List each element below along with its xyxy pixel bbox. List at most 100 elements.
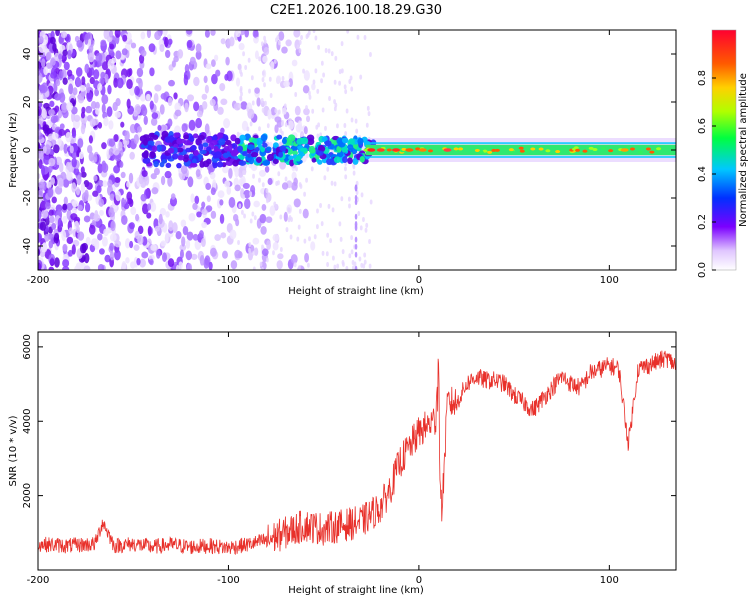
spectrogram-noise-cell bbox=[57, 177, 64, 189]
spectrogram-ridge-cell bbox=[478, 150, 484, 154]
spectrogram-ridge-cell bbox=[491, 148, 497, 152]
spectrogram-noise-cell bbox=[66, 101, 73, 112]
spectrogram-noise-cell bbox=[44, 233, 50, 242]
spectrogram-speck bbox=[364, 227, 368, 233]
spectrogram-noise-cell bbox=[149, 100, 154, 110]
spectrogram-speck bbox=[338, 221, 342, 227]
spectrogram-speck bbox=[334, 55, 338, 61]
spectrogram-noise-cell bbox=[46, 51, 52, 60]
spectrogram-noise-cell bbox=[253, 35, 259, 44]
spectrogram-noise-cell bbox=[61, 230, 67, 242]
spectrogram-noise-cell bbox=[38, 189, 44, 199]
spectrogram-speck bbox=[338, 69, 342, 75]
spectrogram-noise-cell bbox=[141, 251, 149, 259]
spectrogram-peak-cell bbox=[443, 148, 452, 152]
spectrogram-speck bbox=[266, 257, 269, 263]
spectrogram-band-cell bbox=[357, 137, 364, 145]
spectrogram-noise-cell bbox=[229, 229, 237, 240]
spectrogram-noise-cell bbox=[189, 56, 196, 65]
spectrogram-ridge-cell bbox=[363, 148, 369, 152]
spectrogram-noise-cell bbox=[121, 260, 127, 270]
spectrogram-noise-cell bbox=[97, 233, 103, 241]
spectrogram-speck bbox=[261, 77, 265, 83]
spectrogram-noise-cell bbox=[85, 236, 91, 246]
spectrogram-noise-cell bbox=[108, 207, 116, 218]
spectrogram-speck bbox=[317, 44, 321, 50]
spectrogram-peak-cell bbox=[418, 148, 427, 152]
spectrogram-band-cell bbox=[232, 159, 239, 167]
spectrogram-noise-cell bbox=[205, 182, 212, 191]
spectrogram-noise-cell bbox=[261, 204, 267, 211]
spectrogram-noise-cell bbox=[220, 127, 225, 134]
spectrogram-speck bbox=[322, 72, 326, 78]
spectrogram-speck bbox=[296, 236, 300, 242]
spectrogram-band-cell bbox=[183, 134, 190, 140]
spectrogram-speck bbox=[298, 39, 302, 45]
spectrogram-speck bbox=[263, 82, 266, 88]
spectrogram-noise-cell bbox=[113, 77, 119, 88]
spectrogram-noise-cell bbox=[210, 187, 216, 196]
spectrogram-ridge-cell bbox=[453, 147, 459, 151]
spectrogram-speck bbox=[239, 96, 243, 102]
spectrogram-noise-cell bbox=[180, 219, 187, 228]
spectrogram-noise-cell bbox=[181, 236, 186, 247]
spectrogram-noise-cell bbox=[77, 138, 84, 149]
spectrogram-noise-cell bbox=[210, 247, 217, 257]
spectrogram-speck bbox=[294, 92, 298, 98]
spectrogram-noise-cell bbox=[38, 148, 44, 159]
spectrogram-noise-cell bbox=[41, 164, 46, 176]
spectrogram-noise-cell bbox=[147, 225, 152, 237]
spectrogram-noise-cell bbox=[150, 173, 157, 180]
spectrogram-band-cell bbox=[172, 147, 178, 154]
spectrogram-band-cell bbox=[206, 158, 212, 165]
spectrogram-speck bbox=[272, 250, 275, 256]
spectrogram-speck bbox=[251, 100, 255, 106]
spectrogram-speck bbox=[248, 242, 252, 248]
spectrogram-band-cell bbox=[272, 142, 279, 149]
spectrogram-ridge-cell bbox=[649, 150, 655, 154]
spectrogram-noise-cell bbox=[208, 261, 213, 270]
spectrogram-speck bbox=[297, 224, 301, 230]
snr-x-tick-label: -100 bbox=[217, 575, 240, 586]
spectrogram-noise-cell bbox=[101, 94, 109, 105]
spectrogram-noise-cell bbox=[38, 101, 43, 108]
spectrogram-speck bbox=[277, 109, 281, 115]
spectrogram-band-cell bbox=[193, 149, 199, 156]
spectrogram-speck bbox=[259, 261, 263, 267]
spectrogram-noise-cell bbox=[83, 215, 91, 223]
spectrogram-noise-cell bbox=[188, 119, 196, 131]
spectrogram-speck bbox=[366, 105, 370, 111]
spectrogram-noise-cell bbox=[38, 232, 42, 244]
spectrogram-noise-cell bbox=[209, 98, 216, 107]
spectrogram-x-label: Height of straight line (km) bbox=[288, 286, 424, 297]
spectrogram-band-cell bbox=[304, 143, 310, 149]
spectrogram-noise-cell bbox=[162, 30, 168, 37]
spectrogram-band-cell bbox=[192, 133, 199, 139]
spectrogram-noise-cell bbox=[39, 84, 46, 91]
spectrogram-ridge-cell bbox=[519, 149, 525, 153]
spectrogram-noise-cell bbox=[141, 170, 148, 177]
snr-y-tick-label: 4000 bbox=[22, 409, 33, 434]
spectrogram-speck bbox=[359, 225, 363, 231]
spectrogram-band-cell bbox=[300, 137, 309, 145]
spectrogram-noise-cell bbox=[104, 254, 111, 263]
spectrogram-noise-cell bbox=[51, 132, 59, 141]
spectrogram-speck bbox=[238, 103, 242, 109]
spectrogram-noise-cell bbox=[195, 50, 202, 60]
spectrogram-ridge-cell bbox=[582, 149, 588, 153]
spectrogram-speck bbox=[303, 191, 306, 197]
spectrogram-band-cell bbox=[165, 162, 172, 168]
spectrogram-speck bbox=[324, 47, 328, 53]
spectrogram-speck bbox=[261, 244, 264, 250]
spectrogram-noise-cell bbox=[88, 135, 93, 144]
spectrogram-speck bbox=[345, 108, 349, 114]
spectrogram-noise-cell bbox=[201, 201, 206, 209]
spectrogram-speck bbox=[308, 94, 312, 100]
spectrogram-noise-cell bbox=[76, 40, 83, 48]
spectrogram-noise-cell bbox=[55, 78, 61, 87]
spectrogram-speck bbox=[333, 106, 337, 112]
spectrogram-noise-cell bbox=[67, 49, 72, 60]
spectrogram-streak-cell bbox=[354, 243, 358, 250]
spectrogram-speck bbox=[244, 65, 248, 71]
spectrogram-noise-cell bbox=[86, 92, 93, 103]
